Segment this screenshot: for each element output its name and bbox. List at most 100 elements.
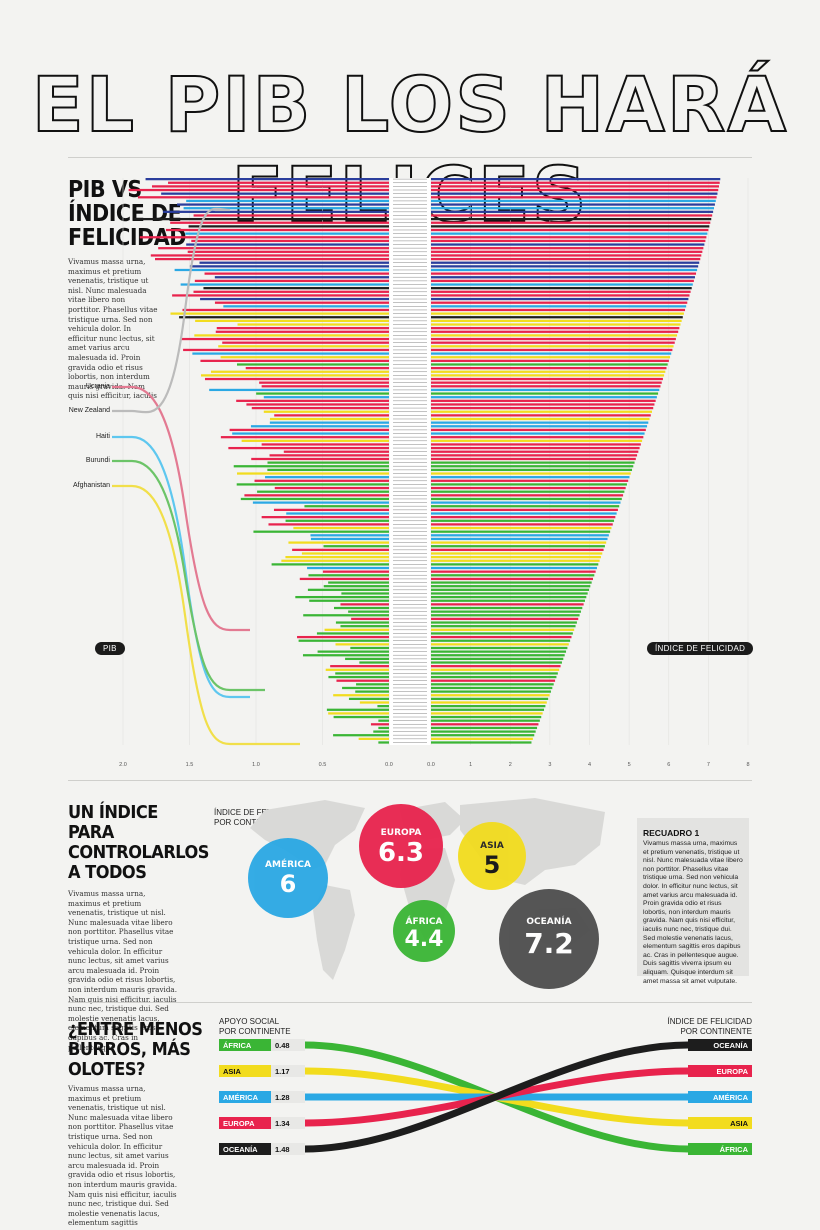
gdp-bar (237, 363, 389, 366)
gdp-bar (328, 675, 389, 679)
country-name (393, 418, 427, 420)
happiness-bar (431, 199, 716, 203)
country-name (393, 582, 427, 583)
country-name (393, 549, 427, 551)
country-name (393, 429, 427, 431)
gdp-bar (182, 308, 389, 312)
label-line: POR CONTINENTE (680, 1027, 752, 1036)
country-name (393, 709, 427, 711)
gdp-bar (341, 592, 389, 595)
country-name (393, 178, 427, 180)
happiness-bar (431, 566, 597, 570)
gdp-bar (269, 454, 389, 457)
happiness-bar (431, 268, 698, 272)
happiness-bar (431, 726, 538, 730)
country-name (393, 444, 427, 445)
callout-ucrania: Ucrania (85, 383, 110, 390)
country-name (393, 487, 427, 489)
country-name (393, 407, 427, 409)
gdp-bar (181, 337, 389, 341)
country-name (393, 673, 427, 674)
gdp-bar (333, 715, 389, 719)
gdp-bar (301, 552, 389, 555)
right-label-bg (688, 1117, 752, 1129)
happiness-bar (431, 421, 649, 424)
country-name (393, 411, 427, 413)
gdp-bar (220, 436, 389, 439)
happiness-bar (431, 250, 703, 253)
happiness-bar (431, 454, 638, 457)
happiness-bar (431, 734, 535, 737)
happiness-bar (431, 221, 711, 224)
country-name (393, 229, 427, 231)
country-name (393, 276, 427, 278)
happiness-bar (431, 228, 709, 232)
country-name (393, 196, 427, 198)
gdp-bar (323, 585, 389, 588)
gdp-bar (297, 635, 389, 639)
happiness-bar (431, 697, 549, 701)
country-name (393, 327, 427, 329)
continent-circle-2: ASIA 5 (458, 822, 526, 890)
happiness-bar (431, 701, 547, 704)
country-name (393, 298, 427, 300)
country-name (393, 600, 427, 602)
happiness-bar (431, 276, 695, 279)
country-name (393, 545, 427, 547)
country-name (393, 215, 427, 216)
country-name (393, 273, 427, 274)
happiness-bar (431, 468, 633, 472)
happiness-bar (431, 610, 581, 613)
happiness-bar (431, 526, 612, 530)
left-value: 1.48 (275, 1145, 290, 1154)
country-name (393, 385, 427, 387)
country-name (393, 425, 427, 427)
section3-heading: ¿ENTRE MENOS BURROS, MÁS OLOTES? (68, 1020, 203, 1080)
country-name (393, 636, 427, 638)
country-name (393, 607, 427, 609)
country-name (393, 244, 427, 245)
happiness-bar (431, 694, 550, 697)
happiness-bar (431, 686, 553, 690)
gdp-bar (261, 385, 389, 388)
happiness-bar (431, 675, 557, 679)
happiness-bar (431, 632, 573, 635)
happiness-bar (431, 668, 560, 671)
gdp-bar (340, 603, 389, 606)
gdp-bar (283, 450, 389, 453)
country-name (393, 713, 427, 714)
gdp-bar (151, 185, 389, 188)
happiness-bar (431, 534, 609, 537)
country-name (393, 534, 427, 536)
gdp-bar (168, 181, 389, 184)
happiness-bar (431, 294, 690, 297)
gdp-bar (333, 694, 389, 697)
happiness-bar (431, 621, 577, 624)
happiness-bar (431, 287, 692, 290)
gdp-bar (310, 534, 389, 537)
happiness-bar (431, 625, 576, 628)
happiness-bar (431, 214, 713, 217)
gdp-bar (191, 239, 389, 243)
happiness-bar (431, 425, 648, 428)
happiness-bar (431, 486, 626, 490)
country-name (393, 375, 427, 376)
happiness-bar (431, 359, 669, 362)
happiness-bar (431, 479, 629, 482)
country-name (393, 734, 427, 736)
happiness-bar (431, 639, 571, 642)
country-name (393, 226, 427, 227)
country-name (393, 640, 427, 641)
right-label-bg (688, 1091, 752, 1103)
gdp-bar (179, 316, 389, 319)
happiness-bar (431, 603, 584, 606)
country-name (393, 240, 427, 242)
continent-circle-1: EUROPA 6.3 (359, 804, 443, 888)
gdp-bar (307, 588, 389, 591)
gdp-bar (186, 243, 389, 246)
happiness-bar (431, 305, 687, 308)
continent-value: 5 (483, 851, 501, 880)
country-name (393, 720, 427, 721)
country-name (393, 382, 427, 383)
gdp-bar (199, 261, 389, 264)
